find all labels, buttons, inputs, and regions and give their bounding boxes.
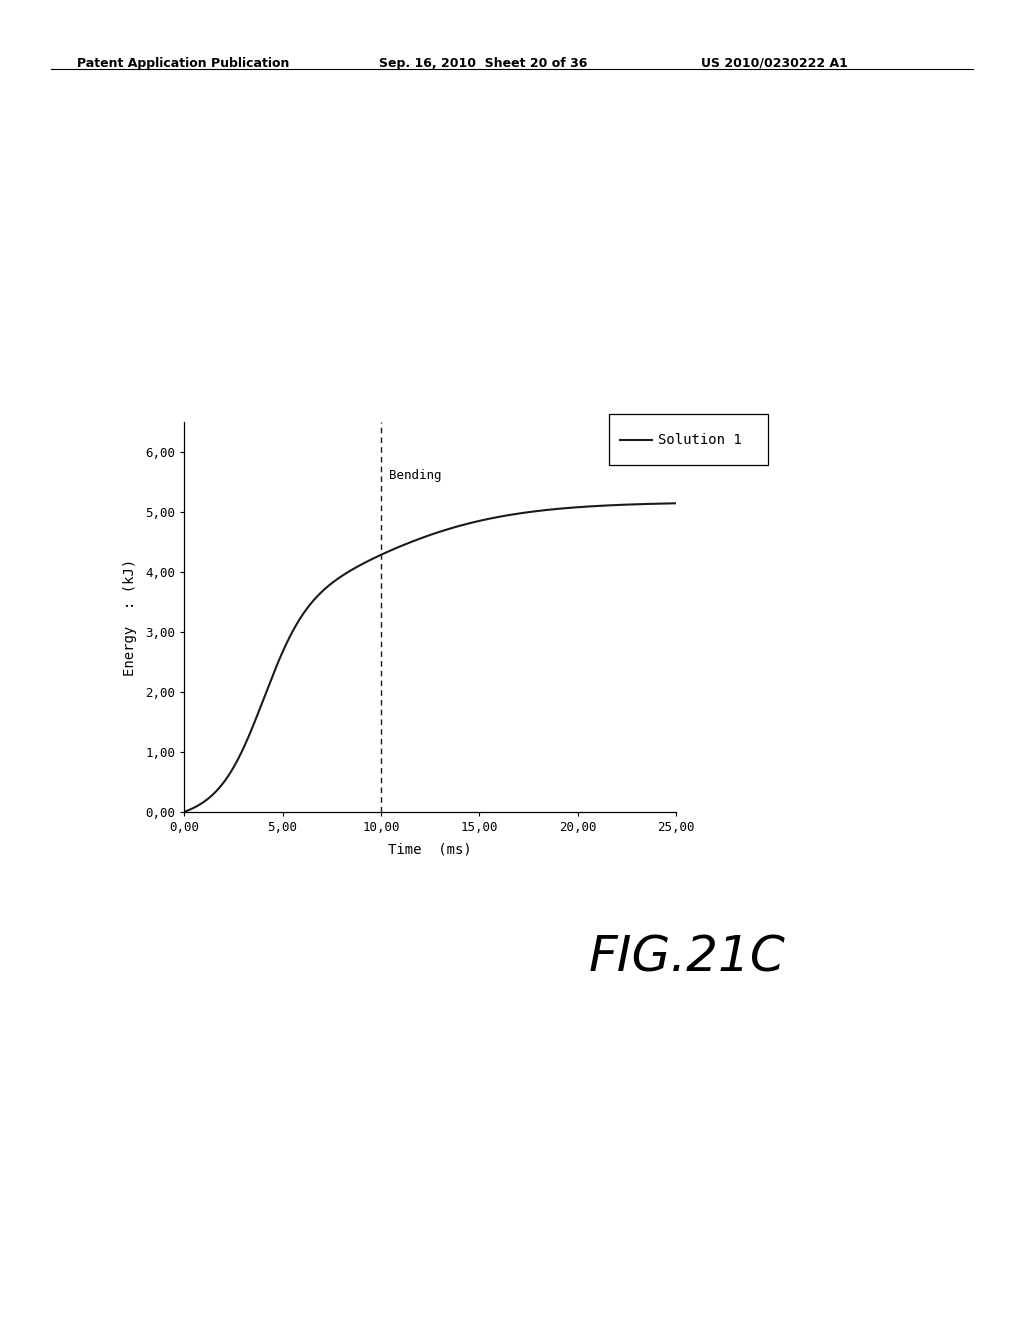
Text: Solution 1: Solution 1 xyxy=(658,433,742,446)
Y-axis label: Energy  : (kJ): Energy : (kJ) xyxy=(123,558,137,676)
X-axis label: Time  (ms): Time (ms) xyxy=(388,842,472,857)
Text: FIG.21C: FIG.21C xyxy=(589,933,785,981)
Text: Patent Application Publication: Patent Application Publication xyxy=(77,57,289,70)
Text: US 2010/0230222 A1: US 2010/0230222 A1 xyxy=(701,57,848,70)
Text: Bending: Bending xyxy=(389,470,441,482)
Text: Sep. 16, 2010  Sheet 20 of 36: Sep. 16, 2010 Sheet 20 of 36 xyxy=(379,57,587,70)
